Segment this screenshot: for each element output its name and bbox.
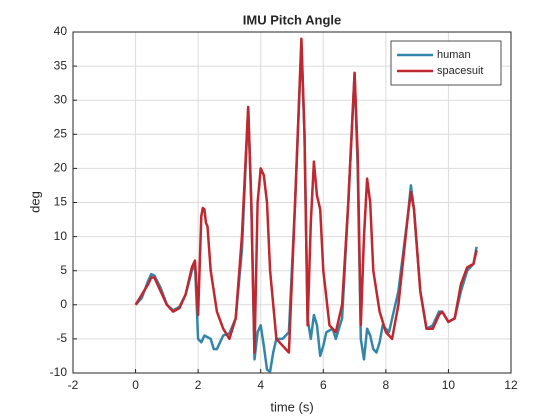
legend-label: spacesuit [437,65,483,77]
x-tick-label: 4 [257,378,264,392]
x-axis-label: time (s) [270,399,313,414]
x-tick-label: 0 [132,378,139,392]
y-tick-label: 35 [54,58,68,72]
x-tick-label: 2 [195,378,202,392]
y-tick-label: 25 [54,126,68,140]
x-tick-label: 6 [320,378,327,392]
y-tick-label: 15 [54,195,68,209]
y-tick-label: 30 [54,92,68,106]
legend-label: human [437,49,471,61]
y-tick-label: 20 [54,161,68,175]
axes-box [72,31,512,374]
x-tick-label: 12 [504,378,518,392]
legend-box [390,40,502,86]
y-axis-label: deg [27,191,42,213]
x-tick-label: 8 [383,378,390,392]
y-tick-label: 10 [54,229,68,243]
y-tick-label: -5 [56,331,67,345]
y-tick-label: 0 [60,297,67,311]
y-tick-label: 5 [60,263,67,277]
x-tick-label: -2 [68,378,79,392]
x-tick-label: 10 [442,378,456,392]
y-tick-label: 40 [54,24,68,38]
series-line [134,37,478,354]
y-tick-label: -10 [50,365,68,379]
chart-title: IMU Pitch Angle [243,12,341,27]
